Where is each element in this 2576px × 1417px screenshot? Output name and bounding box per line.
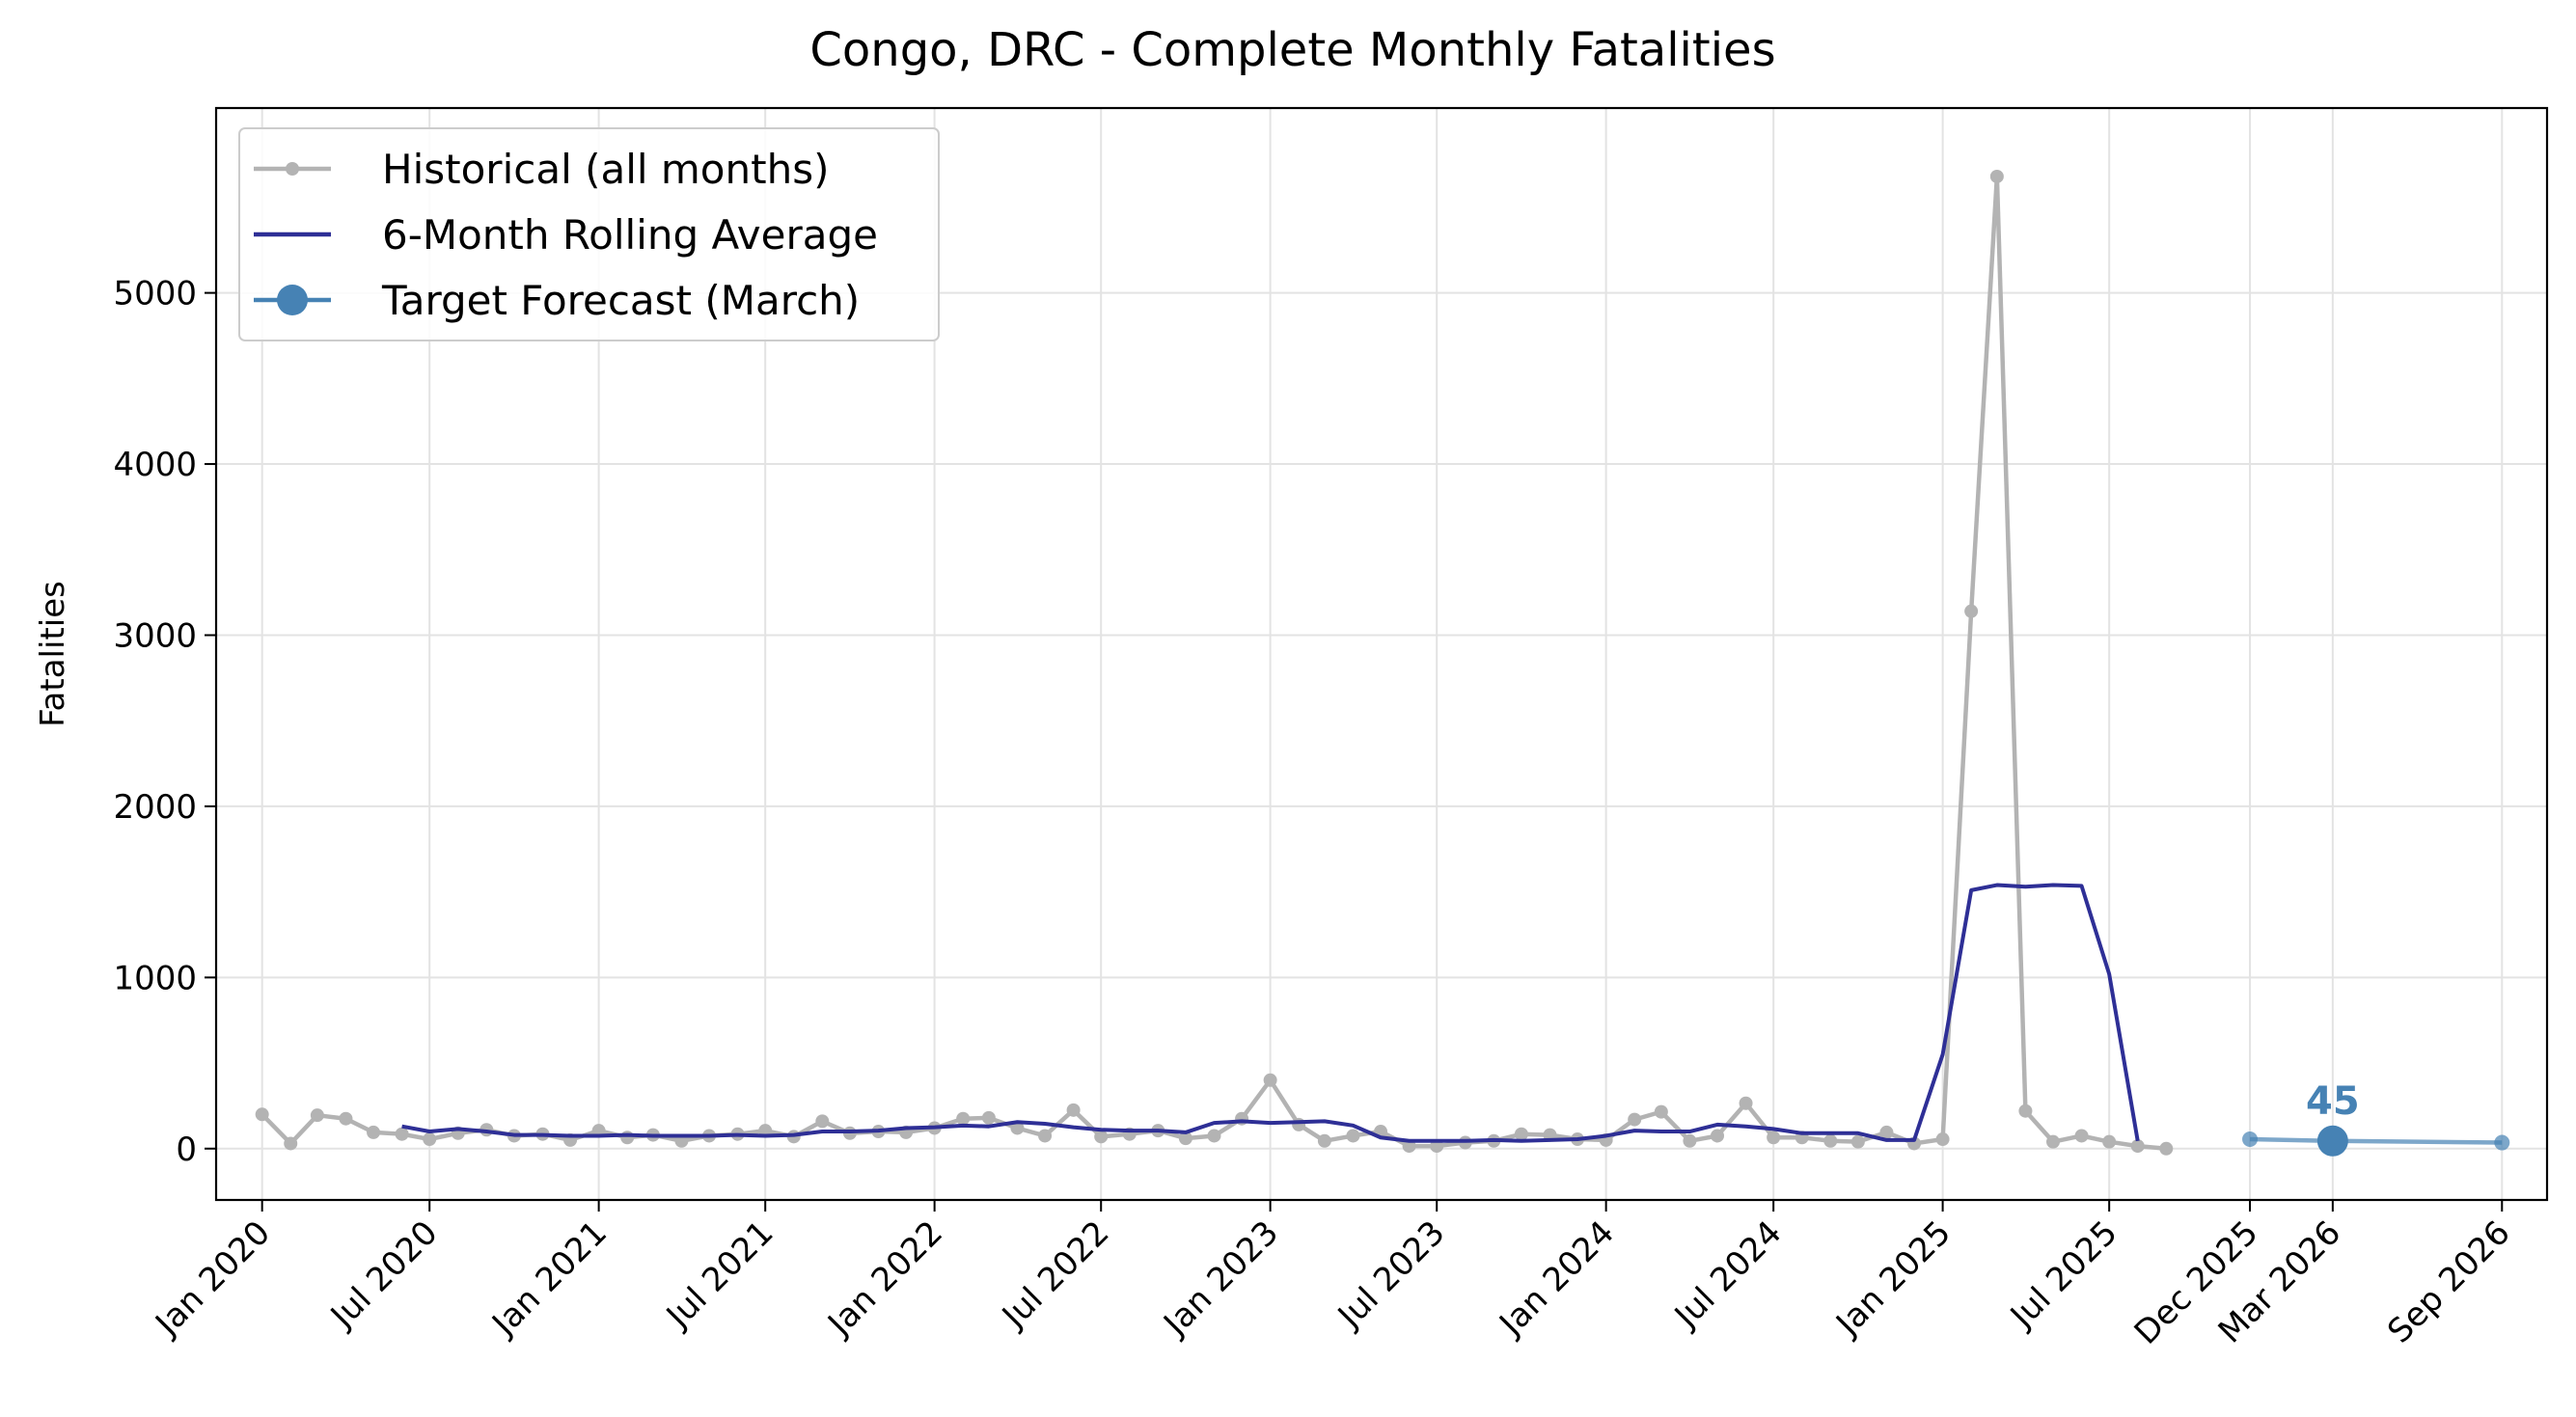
- historical-point: [1038, 1129, 1053, 1143]
- x-tick-label: Jul 2020: [322, 1213, 446, 1337]
- historical-point: [1739, 1096, 1753, 1110]
- legend-swatch-marker: [277, 285, 308, 315]
- historical-point: [395, 1127, 409, 1141]
- y-tick-label: 1000: [113, 959, 197, 997]
- legend-label: Target Forecast (March): [381, 277, 860, 324]
- x-tick-label: Jul 2024: [1666, 1213, 1790, 1337]
- historical-point: [1879, 1125, 1894, 1139]
- historical-point: [2102, 1134, 2117, 1149]
- historical-point: [1066, 1103, 1081, 1117]
- historical-point: [1767, 1131, 1781, 1145]
- historical-point: [981, 1110, 996, 1125]
- y-tick-label: 3000: [113, 616, 197, 655]
- x-tick-label: Jan 2025: [1827, 1213, 1959, 1345]
- historical-point: [339, 1111, 353, 1126]
- legend-item: Target Forecast (March): [254, 277, 860, 324]
- chart-title: Congo, DRC - Complete Monthly Fatalities: [809, 23, 1775, 77]
- x-axis: Jan 2020 Jul 2020 Jan 2021 Jul 2021 Jan 2022…: [147, 1200, 2518, 1352]
- historical-point: [2018, 1104, 2033, 1118]
- x-tick-label: Sep 2026: [2380, 1213, 2517, 1350]
- x-tick-label: Jan 2020: [147, 1213, 278, 1345]
- x-tick-label: Jan 2023: [1155, 1213, 1286, 1345]
- x-tick-label: Jan 2022: [819, 1213, 950, 1345]
- plot-frame: [214, 106, 2549, 1202]
- historical-point: [815, 1114, 830, 1129]
- y-axis: 0 1000 2000 3000 4000 5000: [113, 275, 216, 1169]
- series-rolling: [401, 883, 2140, 1143]
- x-tick-label: Jul 2023: [1329, 1213, 1453, 1337]
- y-axis-label: Fatalities: [34, 581, 72, 727]
- historical-point: [284, 1136, 298, 1151]
- legend-swatch-marker: [286, 162, 299, 176]
- series-forecast: [2242, 1125, 2510, 1157]
- historical-point: [2130, 1139, 2145, 1154]
- historical-point: [956, 1111, 971, 1126]
- historical-point: [1823, 1133, 1838, 1148]
- target-forecast-point: [2316, 1125, 2348, 1157]
- historical-point: [1964, 604, 1979, 618]
- x-tick-label: Jan 2021: [483, 1213, 615, 1345]
- historical-point: [1514, 1127, 1528, 1141]
- historical-point: [1292, 1117, 1306, 1131]
- historical-point: [1207, 1129, 1221, 1143]
- forecast-annotation: 45: [2306, 1079, 2360, 1124]
- y-tick-label: 4000: [113, 446, 197, 484]
- x-tick-label: Jul 2021: [658, 1213, 781, 1337]
- historical-point: [1263, 1073, 1277, 1087]
- historical-point: [423, 1132, 437, 1147]
- y-tick-label: 0: [176, 1131, 197, 1169]
- historical-point: [1010, 1121, 1025, 1135]
- historical-point: [1683, 1133, 1697, 1148]
- legend-box: [238, 127, 940, 341]
- x-tick-label: Jan 2024: [1491, 1213, 1622, 1345]
- historical-point: [1654, 1104, 1668, 1119]
- historical-point: [1346, 1129, 1360, 1143]
- historical-point: [2046, 1134, 2061, 1149]
- legend-label: 6-Month Rolling Average: [382, 211, 878, 259]
- historical-point: [1935, 1132, 1950, 1147]
- historical-point: [1628, 1112, 1642, 1127]
- forecast-point: [2242, 1131, 2259, 1148]
- historical-point: [620, 1131, 635, 1145]
- historical-point: [1317, 1133, 1331, 1148]
- legend-item: 6-Month Rolling Average: [254, 211, 878, 259]
- historical-point: [255, 1107, 269, 1122]
- historical-point: [1178, 1131, 1192, 1146]
- legend-label: Historical (all months): [382, 146, 829, 193]
- historical-point: [367, 1125, 381, 1139]
- historical-point: [2074, 1129, 2089, 1143]
- historical-point: [1094, 1130, 1109, 1144]
- historical-point: [1989, 169, 2004, 183]
- x-tick-label: Jul 2022: [994, 1213, 1117, 1337]
- forecast-point: [2494, 1134, 2510, 1151]
- historical-point: [1711, 1129, 1725, 1143]
- annotations: 45: [2306, 1079, 2360, 1124]
- y-tick-label: 5000: [113, 275, 197, 313]
- historical-point: [310, 1108, 324, 1123]
- rolling-average-line: [401, 883, 2140, 1143]
- y-tick-label: 2000: [113, 788, 197, 827]
- x-tick-label: Jul 2025: [2002, 1213, 2125, 1337]
- historical-point: [2159, 1141, 2174, 1156]
- historical-point: [1850, 1134, 1865, 1149]
- forecast-line: [2249, 1136, 2503, 1145]
- legend-item: Historical (all months): [254, 146, 829, 193]
- legend: Historical (all months) 6-Month Rolling A…: [238, 127, 940, 341]
